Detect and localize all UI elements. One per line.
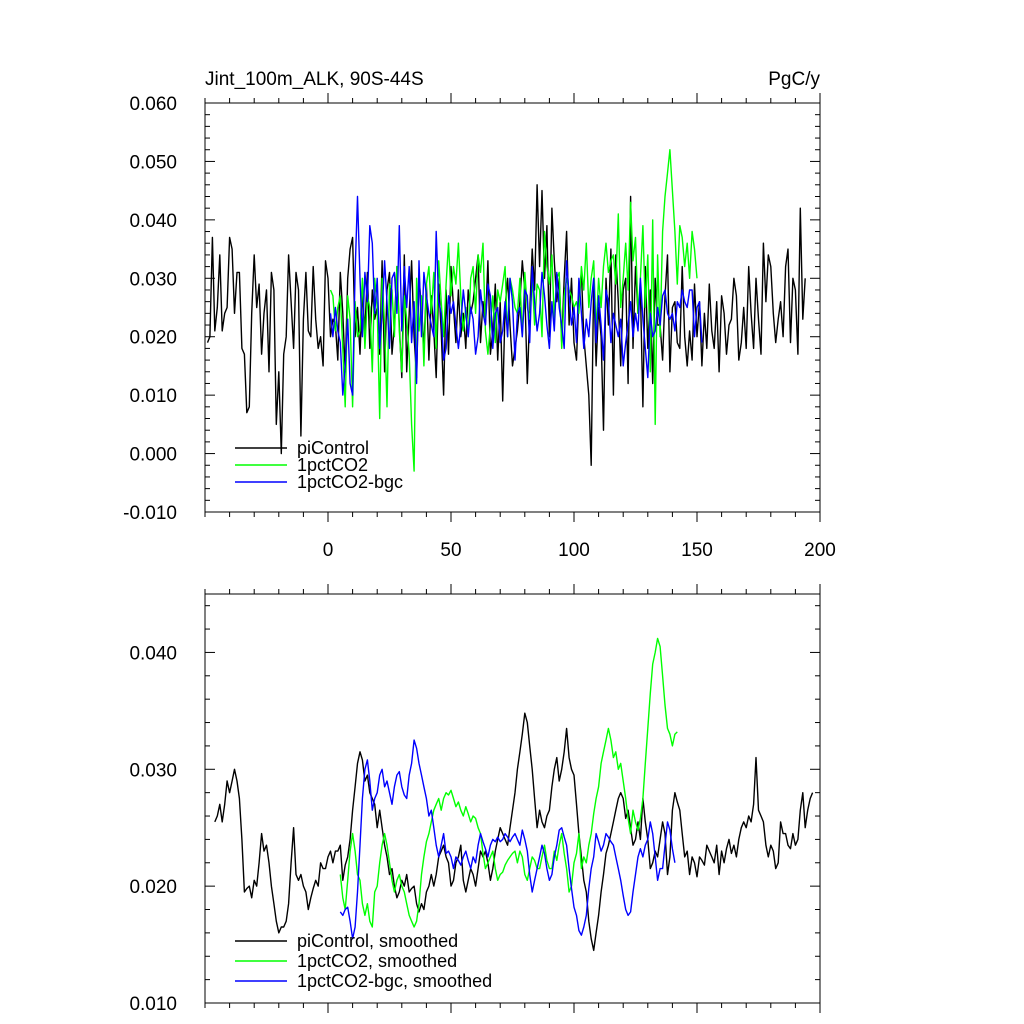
series-line-1pctco2-smoothed [339, 637, 678, 928]
x-tick-label: 150 [681, 540, 713, 561]
y-tick-label: 0.060 [129, 94, 177, 115]
y-tick-label: 0.010 [129, 994, 177, 1015]
y-tick-label: 0.020 [129, 877, 177, 898]
y-tick-label: 0.010 [129, 386, 177, 407]
top-panel: Jint_100m_ALK, 90S-44S PgC/y 0 50 100 150 20… [123, 69, 836, 561]
series-line-picontrol-smoothed [214, 712, 814, 952]
y-tick-label: 0.030 [129, 760, 177, 781]
legend-label: piControl, smoothed [297, 931, 458, 951]
plot-frame [204, 102, 821, 513]
x-tick-label: 100 [558, 540, 590, 561]
legend-label: 1pctCO2, smoothed [297, 951, 457, 971]
series-line-1pctco2-bgc [329, 195, 703, 396]
legend-label: 1pctCO2-bgc [297, 472, 403, 492]
y-tick-label: 0.050 [129, 152, 177, 173]
y-tick-label: 0.000 [129, 445, 177, 466]
y-tick-label: -0.010 [123, 503, 177, 524]
y-tick-label: 0.030 [129, 269, 177, 290]
y-tick-label: 0.040 [129, 643, 177, 664]
x-tick-label: 50 [440, 540, 461, 561]
x-tick-label: 0 [323, 540, 334, 561]
legend-label: 1pctCO2-bgc, smoothed [297, 971, 492, 991]
legend-label: 1pctCO2 [297, 455, 368, 475]
x-tick-label: 200 [804, 540, 836, 561]
y-tick-label: 0.040 [129, 211, 177, 232]
plot-frame [204, 593, 821, 1004]
series-line-1pctco2-bgc-smoothed [339, 739, 676, 940]
top-panel-units: PgC/y [768, 69, 820, 90]
top-panel-title: Jint_100m_ALK, 90S-44S [205, 69, 424, 90]
y-tick-label: 0.020 [129, 328, 177, 349]
legend-label: piControl [297, 438, 369, 458]
